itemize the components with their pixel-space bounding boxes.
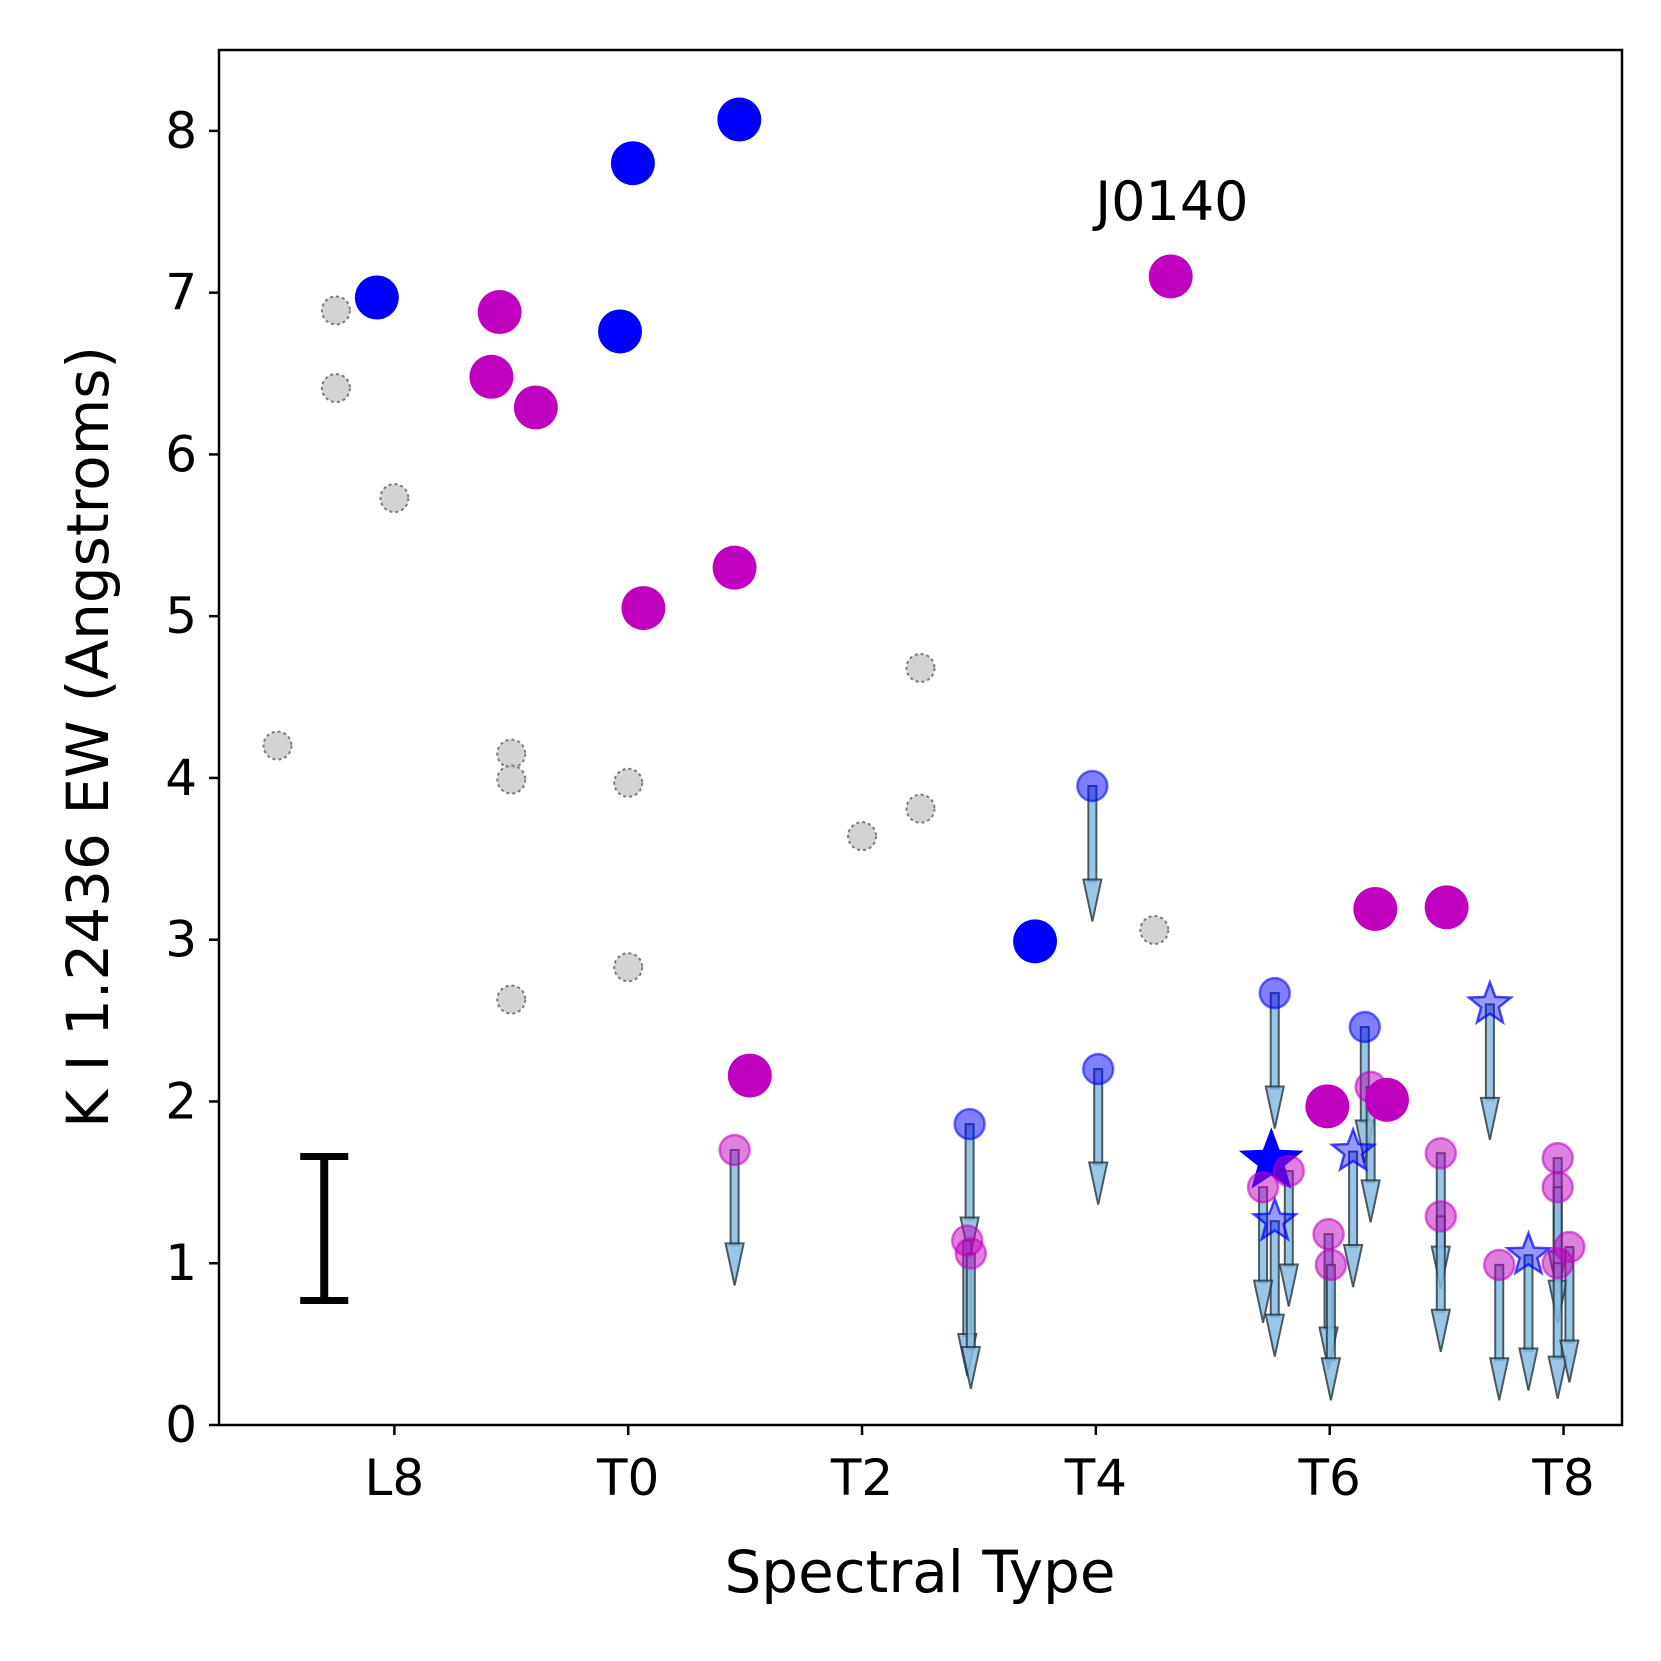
data-point xyxy=(379,483,410,514)
data-point xyxy=(1305,1084,1350,1129)
x-tick-label: T6 xyxy=(1298,1449,1361,1507)
data-point xyxy=(320,373,351,404)
y-tick-label: 1 xyxy=(165,1234,197,1292)
x-tick-label: T8 xyxy=(1531,1449,1594,1507)
data-point xyxy=(513,385,558,430)
data-point xyxy=(1424,1136,1458,1170)
upper-limit-arrow xyxy=(1342,1150,1364,1288)
data-point xyxy=(613,952,644,983)
data-point-star xyxy=(1250,1195,1300,1242)
data-point xyxy=(598,309,643,354)
upper-limit-arrow xyxy=(1489,1263,1510,1401)
upper-limit-arrow xyxy=(1264,1220,1285,1357)
x-tick-label: L8 xyxy=(365,1449,425,1507)
data-point xyxy=(1424,1200,1458,1233)
data-point xyxy=(1148,254,1193,299)
x-tick-label: T0 xyxy=(596,1449,659,1507)
x-tick-label: T4 xyxy=(1064,1449,1127,1507)
data-point xyxy=(1541,1141,1574,1175)
data-point xyxy=(1348,1010,1382,1044)
data-point xyxy=(1541,1170,1574,1204)
data-point xyxy=(1553,1230,1586,1264)
upper-limit-arrow xyxy=(1087,1068,1109,1205)
data-point-star xyxy=(1328,1126,1378,1173)
upper-limit-arrow xyxy=(960,1252,982,1390)
upper-limit-arrow xyxy=(1518,1254,1539,1391)
data-point xyxy=(847,821,878,852)
y-tick-label: 5 xyxy=(165,587,197,645)
data-point xyxy=(354,275,399,320)
data-point xyxy=(1246,1170,1280,1204)
data-point xyxy=(1354,1070,1387,1104)
y-tick-label: 3 xyxy=(165,911,197,969)
upper-limit-arrow xyxy=(1559,1246,1580,1383)
data-point xyxy=(1353,886,1398,931)
plot-frame xyxy=(217,48,1624,1427)
data-point xyxy=(1076,769,1109,803)
data-point xyxy=(610,141,655,186)
data-point xyxy=(1424,885,1469,930)
annotation-label: J0140 xyxy=(1092,170,1248,233)
upper-limit-arrow xyxy=(1360,1085,1381,1223)
data-point xyxy=(262,730,293,761)
data-point xyxy=(953,1107,986,1141)
x-axis-label: Spectral Type xyxy=(724,1538,1115,1606)
data-point xyxy=(1272,1154,1306,1188)
data-point xyxy=(718,1133,751,1167)
data-point xyxy=(1081,1052,1115,1086)
data-point xyxy=(1312,1217,1345,1251)
data-point xyxy=(727,1053,772,1098)
data-point xyxy=(496,764,527,795)
data-point xyxy=(905,652,936,683)
y-axis-label: K I 1.2436 EW (Angstroms) xyxy=(54,346,122,1128)
y-tick-label: 4 xyxy=(165,749,197,807)
data-point xyxy=(1258,976,1292,1010)
data-point-star xyxy=(1504,1229,1553,1276)
data-point xyxy=(477,290,522,335)
x-tick-label: T2 xyxy=(830,1449,893,1507)
y-tick-label: 6 xyxy=(165,425,197,483)
data-point xyxy=(621,586,666,631)
typical-error-bar xyxy=(300,1152,349,1304)
data-point xyxy=(469,354,514,399)
data-point xyxy=(320,295,351,326)
y-tick-label: 2 xyxy=(165,1072,197,1130)
data-point xyxy=(1482,1248,1516,1282)
data-point xyxy=(712,545,757,590)
data-point xyxy=(717,97,762,142)
data-point-star xyxy=(1238,1127,1304,1189)
y-tick-label: 7 xyxy=(165,264,197,322)
data-point xyxy=(905,793,936,824)
data-point xyxy=(1314,1248,1348,1282)
plot-area: J0140 xyxy=(262,97,1586,1401)
data-point-star xyxy=(1465,978,1515,1026)
upper-limit-arrow xyxy=(1264,992,1285,1129)
upper-limit-arrow xyxy=(1082,785,1103,922)
data-point xyxy=(613,767,644,798)
upper-limit-arrow xyxy=(1479,1003,1501,1141)
data-point xyxy=(496,984,527,1015)
y-tick-label: 0 xyxy=(165,1396,197,1454)
axes: L8 T0 T2 T4 T6 T8 0 1 2 3 4 5 6 7 8 xyxy=(165,102,1595,1507)
upper-limit-arrow xyxy=(1430,1215,1452,1352)
upper-limit-arrow xyxy=(724,1149,745,1286)
y-tick-label: 8 xyxy=(165,102,197,160)
data-point xyxy=(1139,915,1170,945)
upper-limit-arrow xyxy=(1252,1186,1274,1323)
data-point xyxy=(496,738,527,769)
data-point xyxy=(954,1237,988,1270)
data-point xyxy=(1013,919,1058,964)
